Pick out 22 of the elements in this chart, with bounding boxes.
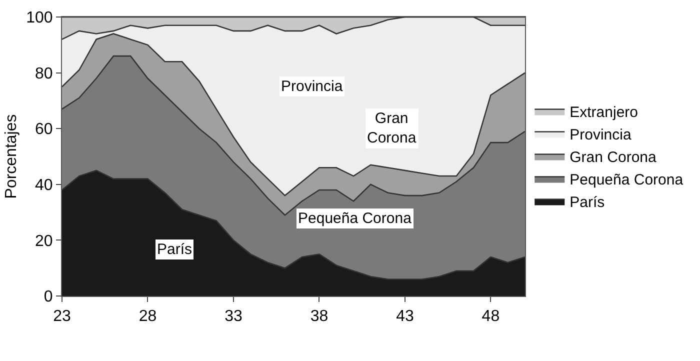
y-tick-label: 60 — [35, 121, 53, 138]
y-tick-label: 100 — [26, 10, 53, 27]
legend-label: Gran Corona — [570, 149, 657, 166]
x-tick-label: 43 — [396, 308, 414, 326]
x-tick-label: 28 — [138, 308, 157, 326]
y-axis-title: Porcentajes — [2, 114, 20, 199]
legend-label: París — [570, 194, 605, 212]
x-tick-label: 38 — [310, 308, 328, 326]
x-tick-label: 33 — [224, 308, 242, 326]
y-tick-label: 40 — [35, 177, 53, 194]
annotation: Provincia — [281, 78, 344, 95]
y-tick-label: 80 — [35, 65, 53, 82]
legend-label: Extranjero — [570, 104, 638, 122]
y-tick-label: 0 — [44, 288, 53, 306]
legend-label: Provincia — [570, 126, 632, 144]
x-tick-label: 48 — [482, 308, 500, 326]
x-tick-label: 23 — [53, 308, 71, 326]
annotation: Gran Corona — [367, 110, 417, 146]
legend-label: Pequeña Corona — [570, 172, 684, 189]
annotation: París — [157, 241, 192, 258]
annotation: Pequeña Corona — [298, 210, 412, 227]
y-tick-label: 20 — [35, 232, 53, 250]
